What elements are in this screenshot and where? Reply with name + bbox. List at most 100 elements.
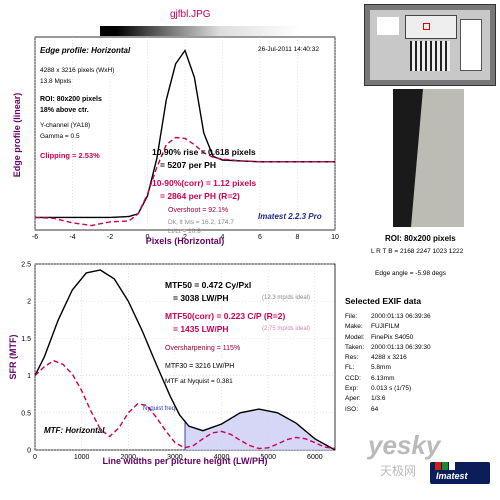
oversharp-text: Oversharpening = 115% — [165, 345, 241, 352]
edge-profile-chart: -6 -4 -2 0 2 4 6 8 10 Pixels (Horizontal) Edge p… — [12, 36, 339, 246]
info-1: 13.8 Mpxls — [40, 78, 72, 85]
top-x-tick-label: 6 — [258, 234, 262, 241]
exif-row: Exp: 0.013 s (1/75) — [345, 384, 431, 394]
exif-list: File: 2000:01:13 06:39:36 Make: FUJIFILM Mod… — [345, 312, 431, 415]
bottom-y-tick-label: 1.5 — [21, 336, 31, 343]
top-x-tick-label: 2 — [183, 234, 187, 241]
clipping-text: Clipping = 2.53% — [40, 151, 100, 160]
exif-key: Aper: — [345, 395, 361, 403]
exif-row: Aper: 1/3.6 — [345, 394, 431, 404]
bottom-x-tick-label: 2000 — [120, 454, 136, 461]
top-panel-heading: Edge profile: Horizontal — [40, 46, 131, 55]
dk-lt-text: Dk, lt lvls = 16.2, 174.7 — [168, 219, 234, 226]
exif-key: FL: — [345, 364, 355, 372]
exif-value: 6.13mm — [371, 374, 395, 382]
chart-thumbnail — [364, 4, 496, 86]
exif-value: 2000:01:13 06:39:36 — [371, 313, 431, 320]
top-x-tick-label: -4 — [69, 234, 75, 241]
exif-value: 1/3.6 — [371, 395, 386, 403]
bottom-x-tick-label: 4000 — [214, 454, 230, 461]
exif-row: ISO: 64 — [345, 405, 431, 415]
exif-key: Model: — [345, 333, 365, 341]
top-date: 26-Jul-2011 14:40:32 — [258, 46, 319, 53]
exif-row: Make: FUJIFILM — [345, 322, 431, 332]
overshoot-text: Overshoot = 92.1% — [168, 207, 229, 214]
top-x-tick-label: -2 — [107, 234, 113, 241]
bottom-x-tick-label: 0 — [33, 454, 37, 461]
info-0: 4288 x 3216 pixels (WxH) — [40, 67, 115, 74]
exif-value: 4288 x 3216 — [371, 354, 407, 362]
exif-value: 2000:01:13 06:39:30 — [371, 343, 431, 351]
bottom-y-axis-label: SFR (MTF) — [8, 335, 18, 380]
top-x-axis-label: Pixels (Horizontal) — [146, 236, 225, 246]
exif-row: FL: 5.8mm — [345, 363, 431, 373]
bottom-y-tick-label: 2.5 — [21, 262, 31, 269]
info-2: ROI: 80x200 pixels — [40, 96, 102, 103]
exif-row: Model: FinePix S4050 — [345, 333, 431, 343]
rise-corr-text: 10-90%(corr) = 1.12 pixels — [152, 178, 257, 188]
top-y-axis-label: Edge profile (linear) — [12, 93, 22, 178]
edge-angle-text: Edge angle = -5.98 degs — [375, 270, 447, 277]
exif-key: Exp: — [345, 385, 359, 393]
rise-corr-ph-text: = 2864 per PH (R=2) — [160, 191, 240, 201]
top-x-tick-label: -6 — [32, 234, 38, 241]
nyquist-label: Nyquist freq. — [143, 406, 177, 412]
nyquist-shaded-region — [185, 409, 335, 450]
edge-profile-line — [35, 48, 335, 219]
mtf-corrected-line — [34, 359, 336, 450]
exif-key: Make: — [345, 323, 363, 331]
mtf50c-lw-text: = 1435 LW/PH — [173, 324, 229, 334]
roi-label: ROI: 80x200 pixels — [385, 234, 456, 243]
exif-key: File: — [345, 313, 358, 320]
bottom-y-tick-label: 0.5 — [21, 410, 31, 417]
rise-text: 10.90% rise = 0.618 pixels — [152, 147, 256, 157]
bottom-x-tick-label: 3000 — [167, 454, 183, 461]
exif-value: FUJIFILM — [371, 323, 400, 331]
imatest-logo-text: Imatest — [436, 471, 468, 481]
top-x-tick-label: 4 — [221, 234, 225, 241]
lrtb-text: L R T B = 2168 2247 1023 1222 — [371, 248, 464, 255]
exif-value: 64 — [371, 405, 379, 413]
exif-value: FinePix S4050 — [371, 333, 414, 341]
roi-image — [393, 89, 464, 227]
mtf50c-text: MTF50(corr) = 0.223 C/P (R=2) — [165, 311, 286, 321]
edge-profile-corrected-line — [34, 136, 335, 227]
info-3: 18% above ctr. — [40, 107, 89, 114]
imatest-logo: Imatest — [430, 462, 490, 484]
mtf-line — [34, 269, 336, 451]
bottom-x-tick-label: 6000 — [307, 454, 323, 461]
exif-row: File: 2000:01:13 06:39:36 — [345, 312, 431, 322]
bottom-x-tick-label: 5000 — [260, 454, 276, 461]
file-title: gjfbl.JPG — [170, 9, 211, 20]
exif-key: CCD: — [345, 374, 361, 382]
top-x-tick-label: 0 — [146, 234, 150, 241]
mtf50-lw-text: = 3038 LW/PH — [173, 293, 229, 303]
bottom-panel-heading: MTF: Horizontal — [44, 426, 105, 435]
bottom-grid — [34, 263, 335, 451]
top-tick-labels: -6 -4 -2 0 2 4 6 8 10 — [32, 234, 339, 241]
bottom-x-axis-label: Line widths per picture height (LW/PH) — [102, 456, 267, 466]
bottom-series — [34, 269, 336, 451]
nyquist-shaded-area — [184, 409, 335, 450]
top-x-tick-label: 8 — [296, 234, 300, 241]
exif-value: 0.013 s (1/75) — [371, 385, 412, 393]
info-5: Gamma = 0.5 — [40, 133, 80, 140]
gray-gradient-bar — [100, 26, 300, 36]
top-x-tick-label: 10 — [331, 234, 339, 241]
bottom-y-tick-label: 0 — [27, 448, 31, 455]
exif-title: Selected EXIF data — [345, 296, 422, 306]
mtf50-text: MTF50 = 0.472 Cy/Pxl — [165, 280, 252, 290]
bottom-y-tick-label: 2 — [27, 299, 31, 306]
bottom-x-tick-label: 1000 — [74, 454, 90, 461]
yesky-watermark: yesky — [368, 430, 441, 460]
exif-row: CCD: 6.13mm — [345, 374, 431, 384]
mtf50c-ideal-text: (2.75 mp/ds ideal) — [262, 326, 311, 332]
mtf50-ideal-text: (12.3 mp/ds ideal) — [262, 295, 311, 301]
bottom-y-tick-label: 1 — [27, 373, 31, 380]
mtf-chart: 0 1000 2000 3000 4000 5000 6000 0 0.5 1 1.5 2 2.5 Li… — [8, 262, 336, 466]
top-grid — [34, 37, 336, 230]
exif-row: Res: 4288 x 3216 — [345, 353, 431, 363]
exif-key: Res: — [345, 354, 359, 362]
exif-key: ISO: — [345, 405, 359, 413]
exif-key: Taken: — [345, 343, 365, 351]
